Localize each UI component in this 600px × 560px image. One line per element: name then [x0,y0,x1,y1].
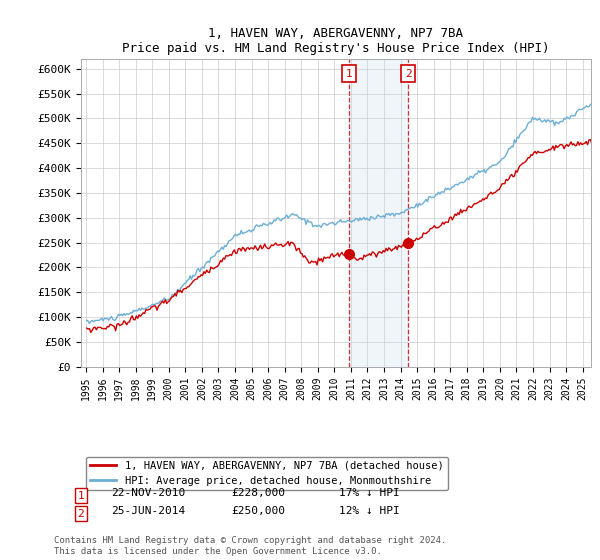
Text: £250,000: £250,000 [231,506,285,516]
Title: 1, HAVEN WAY, ABERGAVENNY, NP7 7BA
Price paid vs. HM Land Registry's House Price: 1, HAVEN WAY, ABERGAVENNY, NP7 7BA Price… [122,27,550,55]
Text: £228,000: £228,000 [231,488,285,498]
Text: 1: 1 [346,69,352,79]
Text: Contains HM Land Registry data © Crown copyright and database right 2024.
This d: Contains HM Land Registry data © Crown c… [54,536,446,556]
Text: 17% ↓ HPI: 17% ↓ HPI [339,488,400,498]
Bar [349,59,408,367]
Legend: 1, HAVEN WAY, ABERGAVENNY, NP7 7BA (detached house), HPI: Average price, detache: 1, HAVEN WAY, ABERGAVENNY, NP7 7BA (deta… [86,457,448,490]
Text: 1: 1 [77,491,85,501]
Text: 12% ↓ HPI: 12% ↓ HPI [339,506,400,516]
Text: 25-JUN-2014: 25-JUN-2014 [111,506,185,516]
Text: 22-NOV-2010: 22-NOV-2010 [111,488,185,498]
Text: 2: 2 [405,69,412,79]
Text: 2: 2 [77,508,85,519]
